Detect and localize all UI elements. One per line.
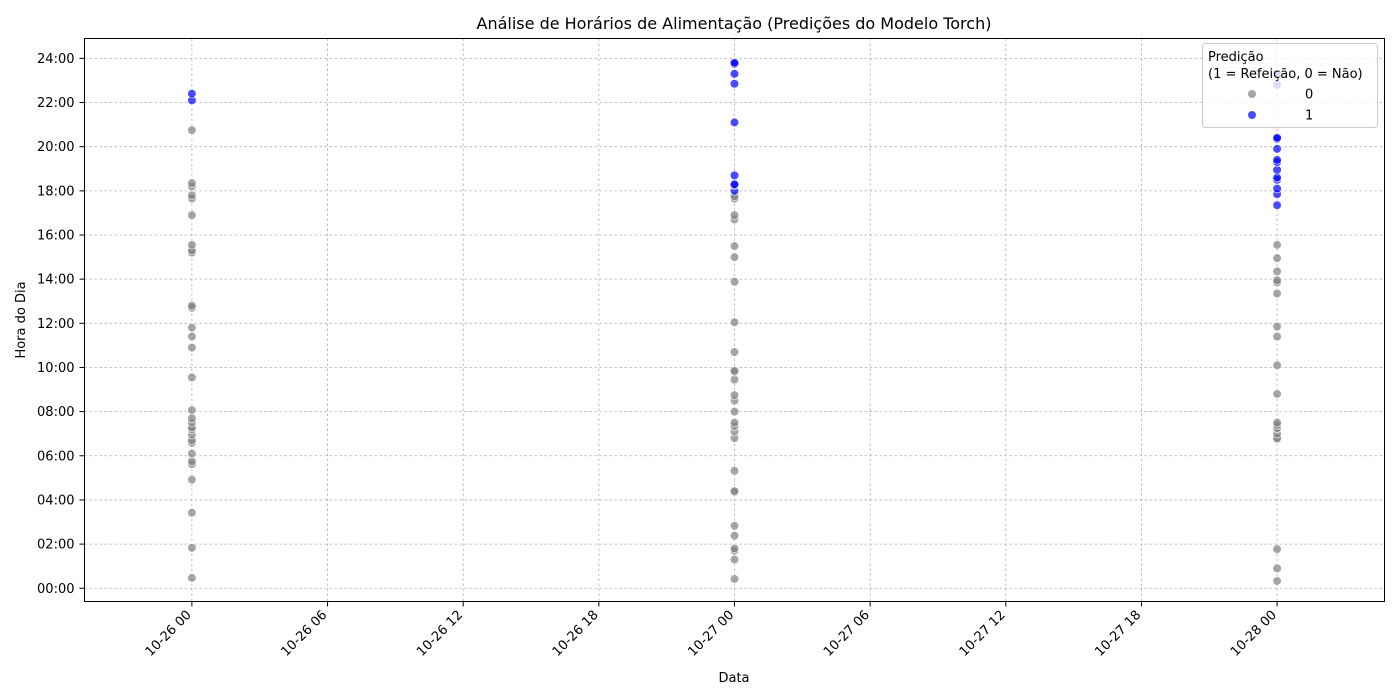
data-point-0 [729,241,740,251]
chart-title: Análise de Horários de Alimentação (Pred… [477,14,992,33]
data-point-0 [1272,331,1282,342]
y-tick-label: 00:00 [37,582,74,597]
data-point-0 [187,573,197,583]
y-tick-label: 20:00 [37,140,74,155]
data-point-0 [729,252,740,262]
data-point-0 [187,456,197,466]
data-point-1 [1272,165,1282,175]
data-point-0 [1272,418,1282,428]
data-point-1 [729,170,740,180]
legend-marker [1247,89,1257,99]
legend-title: Predição (1 = Refeição, 0 = Não) [1208,50,1363,82]
data-point-0 [1272,288,1282,299]
y-tick-label: 02:00 [37,538,74,553]
data-point-0 [1272,275,1282,285]
y-tick-label: 22:00 [37,96,74,111]
data-point-1 [729,69,740,79]
y-tick-label: 16:00 [37,228,74,243]
data-point-0 [729,531,740,541]
data-point-0 [729,317,740,327]
data-point-0 [1272,266,1282,277]
data-point-0 [187,413,197,423]
data-point-0 [187,240,197,250]
data-point-0 [729,390,740,400]
x-tick-label: 10-27 12 [957,608,1009,660]
y-tick-label: 10:00 [37,361,74,376]
x-tick-label: 10-27 00 [685,608,737,660]
y-tick-label: 04:00 [37,493,74,508]
data-point-0 [729,277,740,287]
data-point-1 [729,179,740,189]
x-tick-label: 10-26 12 [414,608,466,660]
data-point-1 [1272,144,1282,154]
data-point-0 [729,347,740,357]
data-point-0 [187,190,197,200]
data-point-0 [729,466,740,476]
legend: Predição (1 = Refeição, 0 = Não) 0 1 [1202,43,1378,128]
data-point-0 [187,178,197,188]
data-point-0 [729,210,740,220]
legend-entry-label: 1 [1305,109,1313,124]
data-point-0 [729,543,740,554]
y-tick-label: 06:00 [37,449,74,464]
x-axis: 10-26 00 10-26 06 10-26 12 10-26 18 10-27 00… [143,601,1280,660]
data-point-0 [1272,360,1282,370]
data-point-1 [187,89,197,99]
y-tick-label: 08:00 [37,405,74,420]
x-tick-label: 10-26 00 [143,608,195,660]
data-point-0 [187,301,197,311]
data-point-0 [729,574,740,584]
data-point-0 [729,554,740,565]
data-point-1 [729,79,740,89]
x-axis-label: Data [718,671,749,686]
data-point-0 [1272,389,1282,399]
y-axis-label: Hora do Dia [14,281,29,358]
data-point-0 [729,407,740,417]
y-tick-label: 18:00 [37,184,74,199]
x-tick-label: 10-27 06 [821,608,873,660]
x-tick-label: 10-26 06 [278,608,330,660]
legend-marker [1247,110,1257,120]
data-point-0 [1272,576,1282,586]
data-point-1 [1272,155,1282,165]
data-point-0 [187,210,197,220]
data-point-1 [1272,133,1282,143]
data-point-0 [729,418,740,428]
x-tick-label: 10-28 00 [1228,608,1280,660]
data-point-1 [729,58,740,68]
data-point-1 [1272,172,1282,183]
data-point-1 [729,117,740,127]
y-tick-label: 24:00 [37,52,74,67]
data-point-0 [187,331,197,342]
data-point-0 [729,486,740,496]
data-point-0 [187,475,197,485]
x-tick-label: 10-27 18 [1092,608,1144,660]
y-tick-label: 14:00 [37,273,74,288]
data-point-0 [187,543,197,553]
data-point-0 [729,521,740,531]
data-point-0 [729,375,740,385]
data-point-0 [729,366,740,376]
data-point-0 [187,323,197,333]
data-point-0 [187,125,197,135]
data-point-1 [1272,184,1282,194]
data-point-1 [1272,200,1282,210]
legend-entry-label: 0 [1305,88,1313,103]
x-tick-label: 10-26 18 [550,608,602,660]
data-point-0 [187,372,197,383]
data-points [187,58,1282,586]
data-point-0 [187,342,197,353]
y-axis: 00:00 02:00 04:00 06:00 08:00 10:00 12:00 14:00… [37,52,85,597]
data-point-0 [1272,563,1282,573]
data-point-0 [1272,240,1282,250]
data-point-0 [187,508,197,518]
data-point-0 [187,405,197,415]
data-point-0 [1272,253,1282,263]
data-point-0 [1272,544,1282,554]
legend-box [1202,43,1378,128]
data-point-0 [187,448,197,459]
data-point-0 [1272,322,1282,332]
y-tick-label: 12:00 [37,317,74,332]
